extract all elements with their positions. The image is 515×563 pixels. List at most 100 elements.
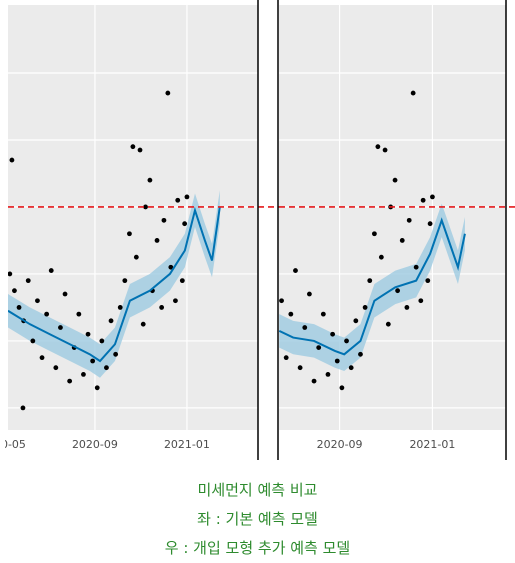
forecast-line <box>279 217 466 356</box>
observation <box>353 318 359 324</box>
charts: 2020-05 2020-09 2021-01 2020-09 2021-01 <box>0 0 515 460</box>
observation <box>8 271 13 277</box>
observation <box>12 288 17 294</box>
observation <box>348 365 354 371</box>
caption-line: 우 : 개입 모형 추가 예측 모델 <box>164 539 351 557</box>
observation <box>44 311 50 317</box>
observation <box>143 204 148 210</box>
observation <box>76 311 82 317</box>
observation <box>173 298 178 304</box>
observation <box>99 338 105 344</box>
observation <box>334 358 340 364</box>
x-tick-label: 2020-09 <box>317 438 363 451</box>
observation <box>133 254 139 260</box>
observation <box>404 305 410 310</box>
x-tick-label: 2020-05 <box>0 438 26 451</box>
observation <box>94 385 100 391</box>
observation <box>161 217 167 223</box>
observation <box>165 90 171 96</box>
observation <box>339 385 345 391</box>
caption-line: 좌 : 기본 예측 모델 <box>197 510 318 528</box>
uncertainty-band <box>279 203 465 372</box>
observation <box>16 305 22 310</box>
observation <box>406 217 412 223</box>
observation <box>108 318 114 324</box>
plot-area <box>279 5 506 430</box>
x-tick-label: 2020-09 <box>72 438 118 451</box>
observation <box>307 291 312 297</box>
x-tick-label: 2021-01 <box>164 438 210 451</box>
observation <box>58 325 63 330</box>
uncertainty-band <box>8 190 220 378</box>
caption: 미세먼지 예측 비교 좌 : 기본 예측 모델 우 : 개입 모형 추가 예측 … <box>0 476 515 563</box>
observation <box>127 231 132 237</box>
observation <box>430 194 435 200</box>
forecast-line <box>8 206 221 363</box>
panel-background <box>8 5 258 430</box>
observation <box>179 278 185 284</box>
observation <box>283 355 289 361</box>
observation <box>90 358 96 364</box>
observation <box>104 365 109 371</box>
observation <box>427 221 433 227</box>
observation <box>81 372 86 377</box>
observation <box>413 264 419 270</box>
observation <box>302 325 308 330</box>
observation <box>85 331 91 337</box>
observation <box>425 278 431 284</box>
observation <box>9 157 15 163</box>
observation <box>35 298 40 304</box>
observation <box>20 405 26 411</box>
plot-area <box>8 5 258 430</box>
observation <box>330 331 336 337</box>
observation <box>410 90 416 96</box>
caption-line: 미세먼지 예측 비교 <box>197 481 318 499</box>
observation <box>67 378 73 384</box>
observation <box>48 268 54 273</box>
observation <box>395 288 401 294</box>
observation <box>130 144 136 150</box>
observation <box>362 305 368 310</box>
observation <box>344 338 349 344</box>
observation <box>385 321 391 327</box>
x-axis: 2020-09 2021-01 <box>317 438 456 451</box>
observation <box>418 298 424 304</box>
observation <box>168 264 174 270</box>
observation <box>62 291 68 297</box>
x-tick-label: 2021-01 <box>409 438 455 451</box>
observation <box>140 321 146 327</box>
observation <box>375 144 381 150</box>
observation <box>358 351 363 357</box>
observation <box>420 197 426 203</box>
observation <box>316 345 322 351</box>
observation <box>53 365 59 371</box>
observation <box>113 351 119 357</box>
observation <box>137 147 143 153</box>
observation <box>39 355 45 361</box>
observation <box>117 305 123 310</box>
observation <box>382 147 388 153</box>
observation <box>182 221 188 227</box>
observation <box>147 177 153 183</box>
observation <box>279 298 284 304</box>
observation <box>297 365 303 371</box>
observation <box>378 254 384 260</box>
observation <box>392 177 398 183</box>
observation <box>399 238 405 243</box>
observation <box>175 197 181 203</box>
observation <box>320 311 326 317</box>
observation <box>154 238 160 243</box>
observation <box>367 278 373 284</box>
x-axis: 2020-05 2020-09 2021-01 <box>0 438 210 451</box>
observation <box>293 268 298 273</box>
observation <box>325 372 331 377</box>
observation <box>288 311 294 317</box>
observation <box>184 194 190 200</box>
observation <box>371 231 377 237</box>
observation <box>25 278 31 284</box>
observation <box>311 378 317 384</box>
observation <box>122 278 128 284</box>
observation <box>30 338 36 344</box>
observation <box>159 305 165 310</box>
